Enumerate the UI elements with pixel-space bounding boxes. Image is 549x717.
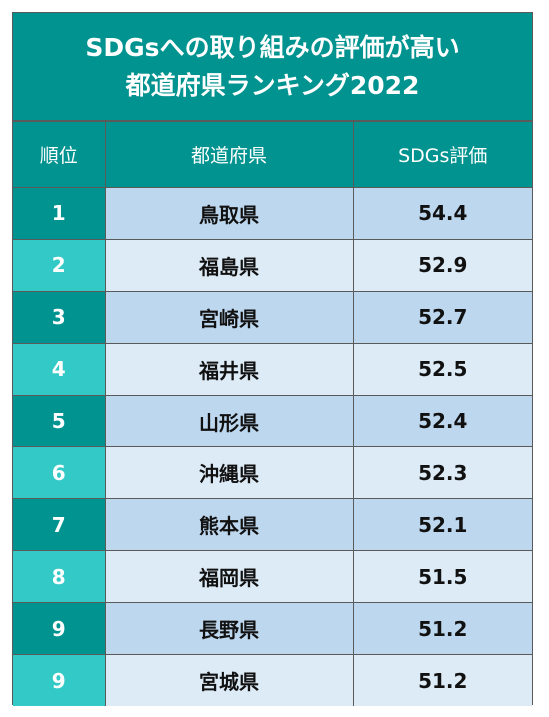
rank-cell: 9 (13, 654, 106, 707)
table-row: 2 福島県 52.9 (13, 238, 532, 292)
rank-cell: 6 (13, 446, 106, 500)
column-header-prefecture: 都道府県 (104, 121, 354, 188)
prefecture-cell: 福井県 (104, 342, 354, 396)
prefecture-cell: 宮城県 (104, 654, 354, 707)
table-row: 3 宮崎県 52.7 (13, 290, 532, 344)
rank-cell: 2 (13, 238, 106, 292)
rank-cell: 7 (13, 498, 106, 552)
rank-cell: 8 (13, 550, 106, 604)
score-cell: 51.2 (352, 602, 532, 656)
prefecture-cell: 福岡県 (104, 550, 354, 604)
prefecture-cell: 沖縄県 (104, 446, 354, 500)
prefecture-cell: 福島県 (104, 238, 354, 292)
score-cell: 52.4 (352, 394, 532, 448)
table-row: 4 福井県 52.5 (13, 342, 532, 396)
column-header-score: SDGs評価 (352, 121, 532, 188)
ranking-table: 順位 都道府県 SDGs評価 1 鳥取県 54.4 2 福島県 52.9 3 宮… (13, 121, 532, 707)
ranking-table-frame: SDGsへの取り組みの評価が高い 都道府県ランキング2022 順位 都道府県 S… (12, 12, 533, 707)
table-row: 8 福岡県 51.5 (13, 550, 532, 604)
score-cell: 52.5 (352, 342, 532, 396)
score-cell: 52.7 (352, 290, 532, 344)
prefecture-cell: 鳥取県 (104, 187, 354, 240)
table-row: 1 鳥取県 54.4 (13, 187, 532, 240)
table-row: 6 沖縄県 52.3 (13, 446, 532, 500)
table-row: 5 山形県 52.4 (13, 394, 532, 448)
title-line-2: 都道府県ランキング2022 (125, 70, 420, 100)
table-title: SDGsへの取り組みの評価が高い 都道府県ランキング2022 (13, 13, 532, 121)
table-row: 7 熊本県 52.1 (13, 498, 532, 552)
rank-cell: 5 (13, 394, 106, 448)
score-cell: 54.4 (352, 187, 532, 240)
prefecture-cell: 熊本県 (104, 498, 354, 552)
table-row: 9 長野県 51.2 (13, 602, 532, 656)
rank-cell: 3 (13, 290, 106, 344)
score-cell: 52.3 (352, 446, 532, 500)
prefecture-cell: 長野県 (104, 602, 354, 656)
score-cell: 52.9 (352, 238, 532, 292)
score-cell: 51.5 (352, 550, 532, 604)
score-cell: 51.2 (352, 654, 532, 707)
rank-cell: 4 (13, 342, 106, 396)
header-row: 順位 都道府県 SDGs評価 (13, 121, 532, 188)
prefecture-cell: 宮崎県 (104, 290, 354, 344)
rank-cell: 1 (13, 187, 106, 240)
title-line-1: SDGsへの取り組みの評価が高い (85, 32, 460, 62)
table-row: 9 宮城県 51.2 (13, 654, 532, 707)
prefecture-cell: 山形県 (104, 394, 354, 448)
rank-cell: 9 (13, 602, 106, 656)
score-cell: 52.1 (352, 498, 532, 552)
column-header-rank: 順位 (13, 121, 106, 188)
